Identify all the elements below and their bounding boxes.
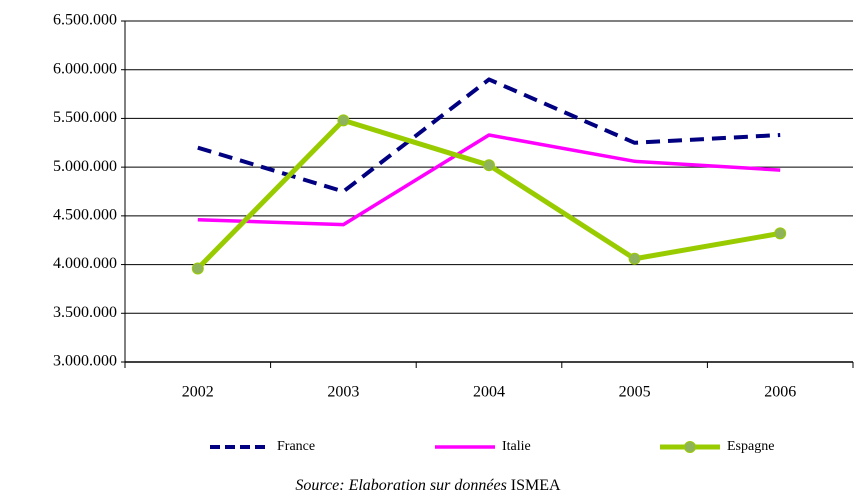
series-line (197, 77, 781, 194)
y-tick-label: 3.500.000 (53, 304, 117, 321)
y-tick-label: 3.000.000 (53, 353, 117, 370)
marker (483, 159, 495, 172)
y-tick-label: 6.000.000 (53, 60, 117, 77)
y-tick-label: 4.500.000 (53, 207, 117, 224)
legend-label: Espagne (727, 439, 774, 454)
source-text: Source: Elaboration sur données (295, 477, 506, 494)
x-tick-label: 2003 (327, 384, 359, 401)
marker (628, 252, 641, 265)
series-line (196, 117, 781, 271)
y-tick-label: 4.000.000 (53, 255, 117, 272)
y-tick-label: 5.500.000 (53, 109, 117, 126)
marker (191, 262, 204, 275)
x-tick-label: 2002 (182, 384, 214, 401)
source-org: ISMEA (511, 477, 561, 494)
y-tick-label: 5.000.000 (53, 158, 117, 175)
legend-label: France (277, 439, 315, 454)
legend-label: Italie (502, 439, 531, 454)
marker (337, 114, 350, 127)
x-tick-label: 2005 (619, 384, 651, 401)
y-tick-label: 6.500.000 (53, 12, 117, 29)
legend-marker (684, 441, 696, 453)
marker (774, 227, 787, 240)
x-tick-label: 2006 (764, 384, 796, 401)
series-line (197, 133, 781, 227)
source: Source: Elaboration sur données ISMEA (295, 477, 561, 494)
x-tick-label: 2004 (473, 384, 505, 401)
